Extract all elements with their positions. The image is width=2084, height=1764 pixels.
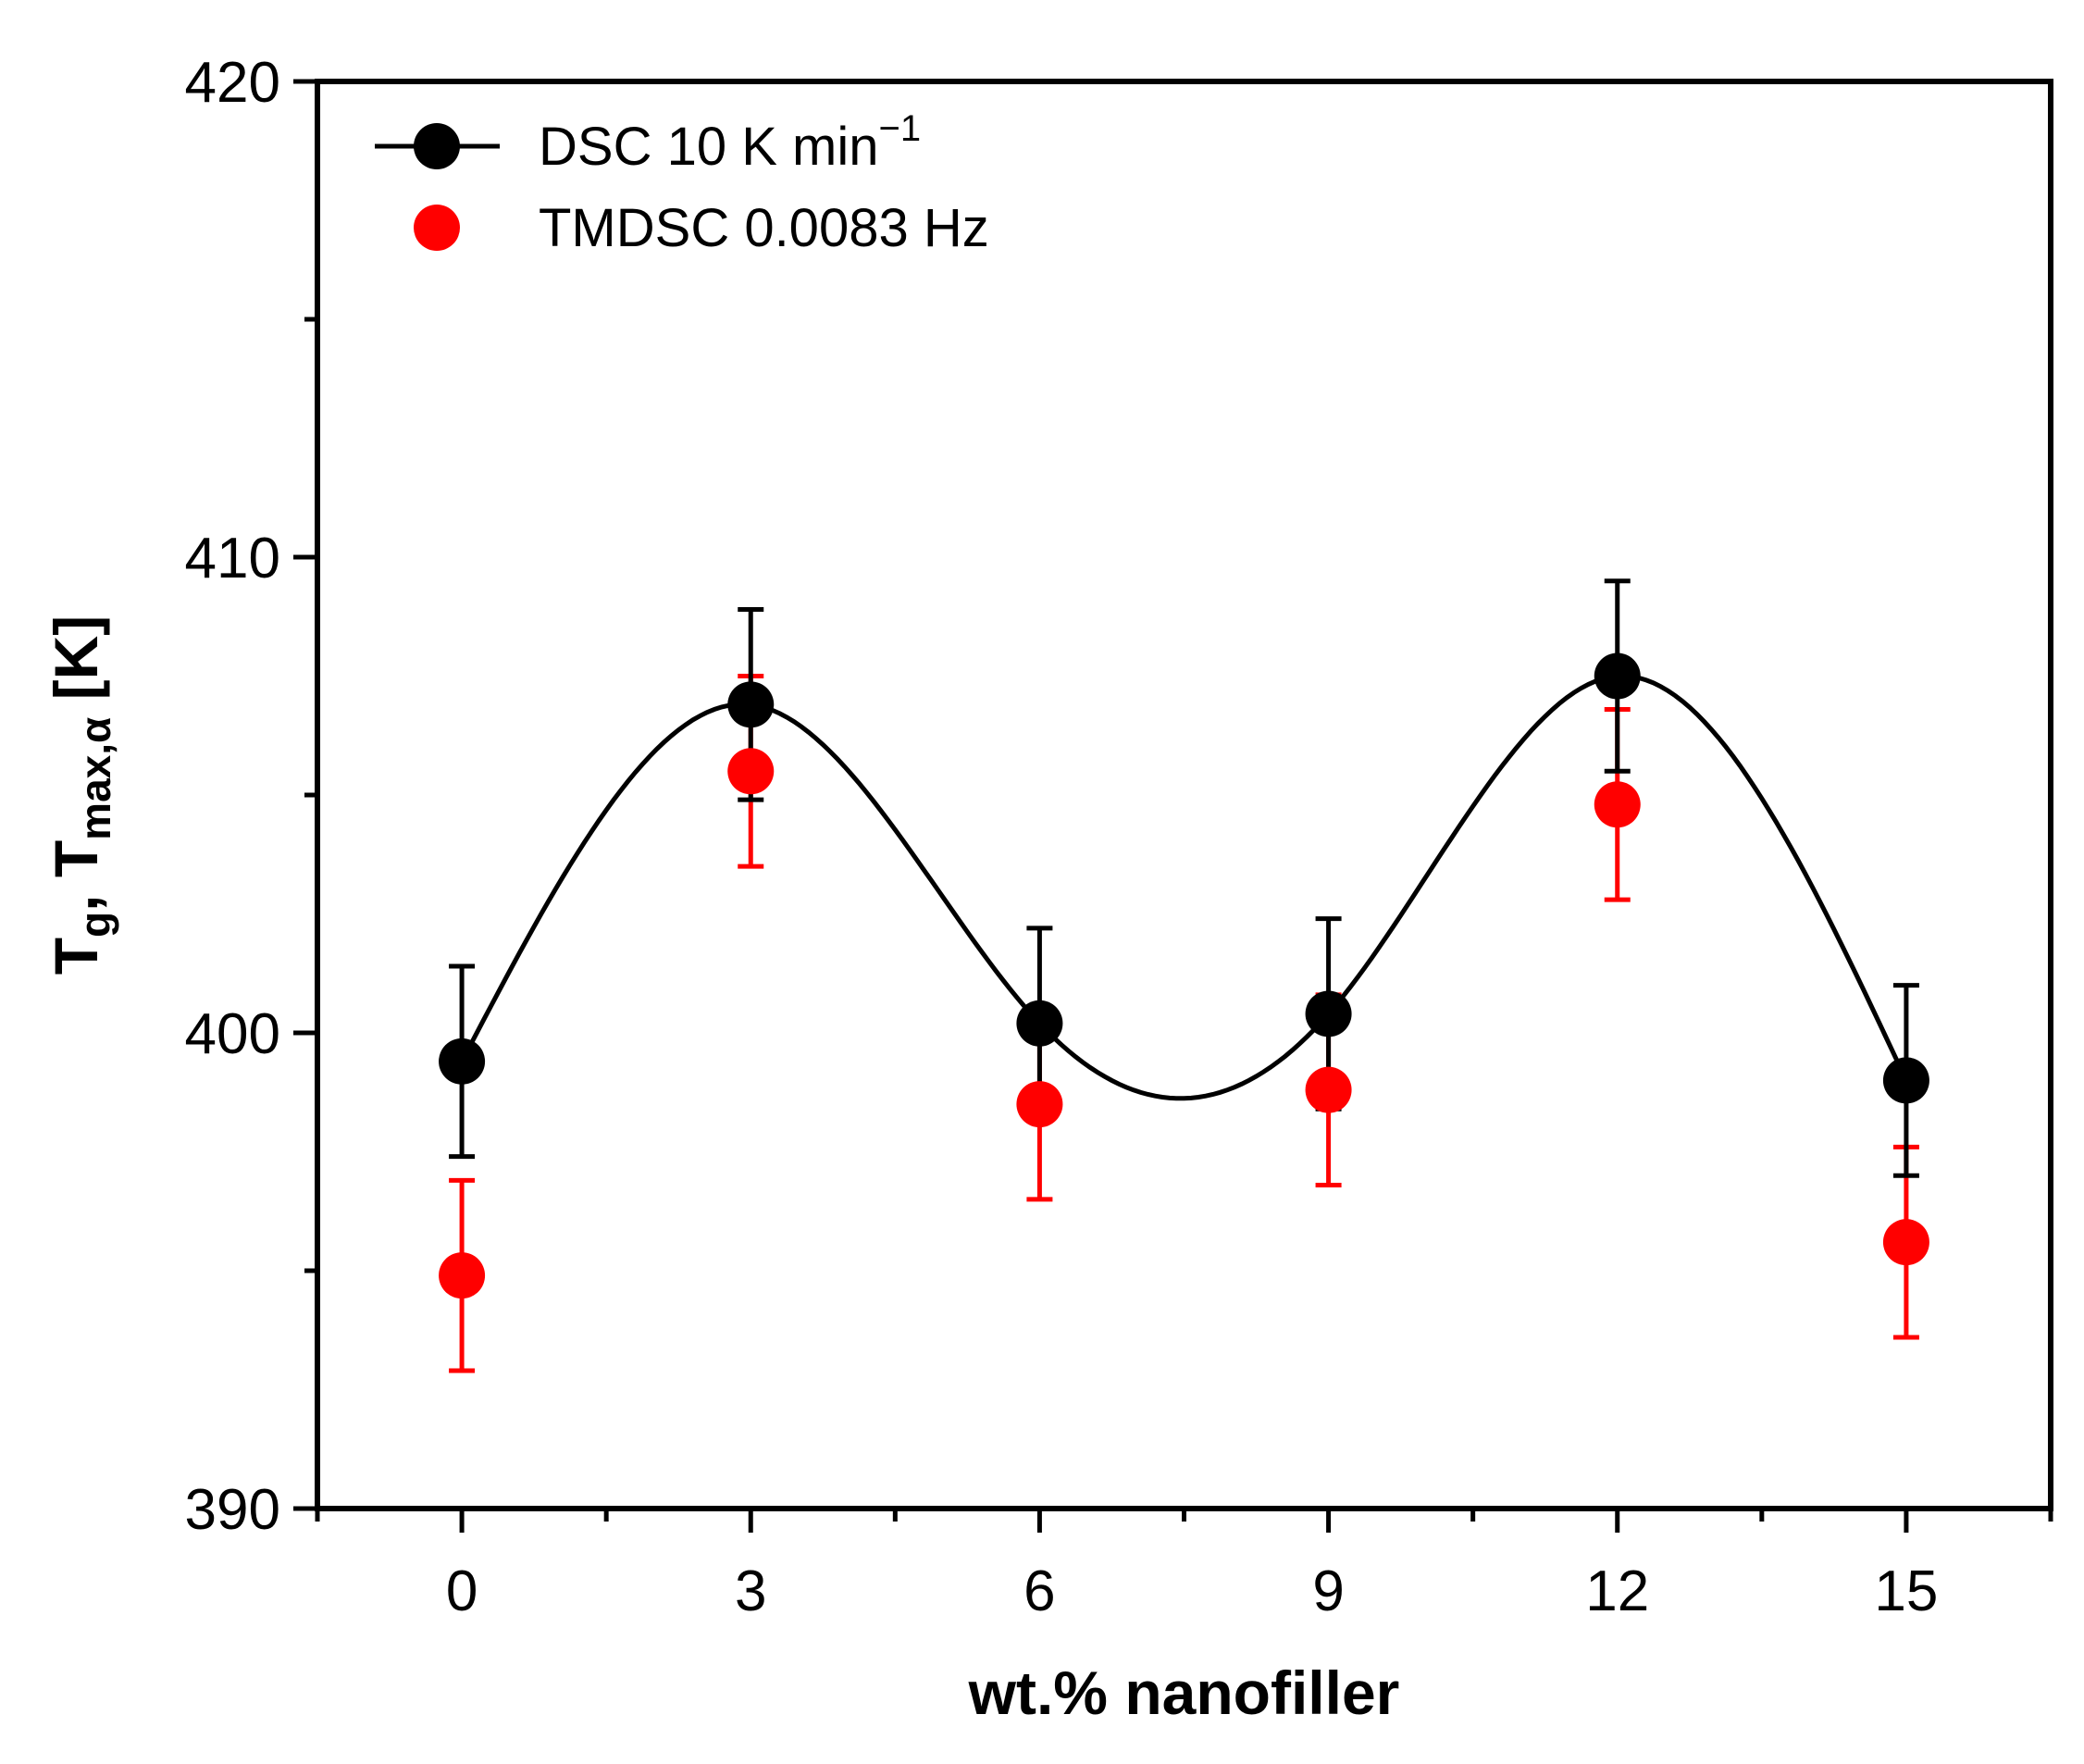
x-tick-label: 15 — [1874, 1559, 1938, 1623]
legend-dsc-marker — [414, 123, 460, 169]
x-tick-label: 12 — [1585, 1559, 1649, 1623]
plot-area — [315, 79, 2053, 1511]
dsc-data-point — [1594, 652, 1641, 700]
legend-dsc-label: DSC 10 K min−1 — [539, 108, 921, 177]
x-tick-label: 0 — [446, 1559, 478, 1623]
y-axis-title: Tg, Tmax,α [K] — [42, 615, 119, 975]
legend-tmdsc-marker — [414, 205, 460, 251]
x-tick-label: 6 — [1023, 1559, 1055, 1623]
dsc-data-point — [439, 1037, 486, 1085]
legend-dsc-label-main: DSC 10 K min — [539, 117, 878, 177]
x-tick-label: 3 — [735, 1559, 766, 1623]
tmdsc-data-point — [1016, 1081, 1063, 1128]
dsc-data-point — [1305, 990, 1352, 1037]
y-axis-title-part: [K] — [42, 615, 110, 717]
dsc-data-point — [1882, 1057, 1929, 1104]
error-bars — [449, 578, 1919, 1373]
tmdsc-data-point — [1882, 1219, 1929, 1266]
x-axis-title: wt.% nanofiller — [968, 1658, 1400, 1727]
y-tick-label: 410 — [185, 527, 280, 590]
x-tick-label: 9 — [1312, 1559, 1344, 1623]
axis-ticks — [293, 79, 2053, 1533]
y-axis-title-subscript: g — [71, 912, 119, 938]
dsc-fit-line — [459, 673, 1909, 1101]
y-axis-title-subscript: max,α — [71, 717, 119, 840]
tmdsc-data-point — [1594, 781, 1641, 828]
tmdsc-data-point — [1305, 1066, 1352, 1113]
dsc-data-point — [1016, 1000, 1063, 1047]
y-tick-label: 390 — [185, 1478, 280, 1542]
legend-dsc-label-superscript: −1 — [878, 108, 921, 149]
tick-labels: 0 3 6 9 12 15 390 400 410 420 — [185, 51, 1939, 1623]
y-tick-label: 400 — [185, 1002, 280, 1066]
y-axis-title-part: T — [42, 938, 110, 975]
y-tick-label: 420 — [185, 51, 280, 115]
data-markers — [439, 652, 1929, 1299]
y-axis-title-part: , T — [42, 840, 110, 912]
legend: DSC 10 K min−1 TMDSC 0.0083 Hz — [375, 108, 989, 258]
tmdsc-data-point — [439, 1252, 486, 1299]
plot-frame — [315, 79, 2053, 1511]
legend-tmdsc-label: TMDSC 0.0083 Hz — [539, 198, 989, 258]
dsc-data-point — [727, 681, 775, 728]
dsc-fit-line-group — [459, 673, 1909, 1101]
tmdsc-data-point — [727, 748, 775, 795]
